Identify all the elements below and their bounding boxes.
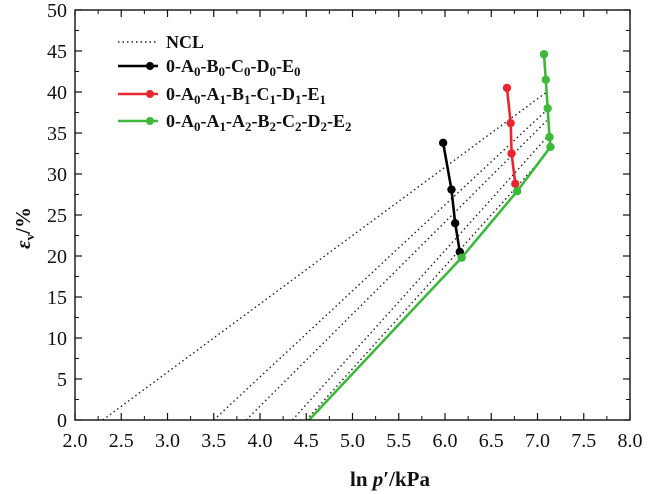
y-tick-label: 50 xyxy=(47,0,67,22)
series-1-point xyxy=(511,179,520,189)
legend-series-0-marker xyxy=(146,62,154,70)
x-tick-label: 3.5 xyxy=(201,430,226,452)
series-0-line xyxy=(441,142,462,253)
legend-series-0-label: 0-A0-B0-C0-D0-E0 xyxy=(166,56,301,79)
ncl-lines xyxy=(102,91,550,421)
series-1-point xyxy=(506,118,515,128)
y-tick-label: 20 xyxy=(47,246,67,268)
x-tick-label: 2.0 xyxy=(63,430,88,452)
ncl-line-3 xyxy=(291,134,550,421)
ncl-line-0 xyxy=(102,91,548,421)
series-2-point xyxy=(512,187,522,196)
x-tick-label: 5.0 xyxy=(340,430,365,452)
series-0-point xyxy=(450,219,460,228)
y-tick-label: 30 xyxy=(47,164,67,186)
legend: NCL 0-A0-B0-C0-D0-E0 0-A0-A1-B1-C1-D1-E1… xyxy=(118,32,352,134)
x-tick-label: 2.5 xyxy=(109,430,134,452)
legend-series-1-marker xyxy=(146,90,154,98)
series-1-point xyxy=(507,149,516,158)
series-0-point xyxy=(438,138,448,148)
y-tick-label: 35 xyxy=(47,123,67,145)
y-tick-label: 5 xyxy=(57,369,67,391)
y-tick-label: 45 xyxy=(47,41,67,63)
series-2-point xyxy=(541,75,551,84)
y-tick-label: 0 xyxy=(57,410,67,432)
series-0-point xyxy=(447,185,456,194)
series-2-point xyxy=(543,104,552,113)
x-tick-label: 7.5 xyxy=(571,430,596,452)
series-2-line xyxy=(308,54,552,421)
ncl-line-4 xyxy=(305,153,548,421)
x-tick-label: 4.5 xyxy=(294,430,319,452)
y-tick-label: 15 xyxy=(47,287,67,309)
x-axis-title: ln p′/kPa xyxy=(350,467,431,491)
series-1-line xyxy=(505,87,517,184)
ncl-line-2 xyxy=(245,120,548,421)
y-tick-label: 40 xyxy=(47,82,67,104)
data-series xyxy=(308,50,555,421)
legend-series-2-marker xyxy=(146,117,154,125)
x-tick-label: 5.5 xyxy=(386,430,411,452)
y-tick-label: 25 xyxy=(47,205,67,227)
x-tick-label: 4.0 xyxy=(248,430,273,452)
y-axis-title: εv/% xyxy=(11,207,37,249)
plot-frame xyxy=(74,9,631,421)
series-2-point xyxy=(457,253,466,262)
x-tick-label: 7.0 xyxy=(525,430,550,452)
legend-series-1-label: 0-A0-A1-B1-C1-D1-E1 xyxy=(166,84,326,107)
y-tick-label: 10 xyxy=(47,328,67,350)
x-tick-label: 3.0 xyxy=(155,430,180,452)
x-tick-label: 8.0 xyxy=(618,430,643,452)
legend-ncl-label: NCL xyxy=(166,32,204,52)
axes xyxy=(74,9,631,421)
series-1-point xyxy=(502,83,512,93)
series-2-point xyxy=(546,142,555,152)
ncl-line-1 xyxy=(213,107,550,421)
x-tick-label: 6.5 xyxy=(479,430,504,452)
tick-labels: 2.0 2.5 3.0 3.5 4.0 4.5 5.0 5.5 6.0 6.5 7.0 7.5 8.0 0… xyxy=(47,0,643,452)
series-2-point xyxy=(545,132,554,142)
series-2-point xyxy=(539,50,549,59)
x-tick-label: 6.0 xyxy=(433,430,458,452)
legend-series-2-label: 0-A0-A1-A2-B2-C2-D2-E2 xyxy=(166,111,352,134)
